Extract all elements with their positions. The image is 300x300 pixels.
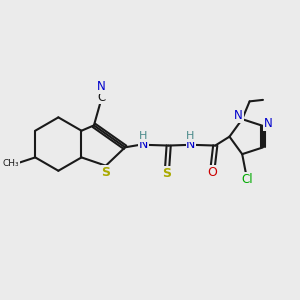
Text: S: S bbox=[162, 167, 171, 180]
Text: N: N bbox=[234, 109, 243, 122]
Text: O: O bbox=[207, 166, 217, 179]
Text: CH₃: CH₃ bbox=[3, 159, 19, 168]
Text: S: S bbox=[101, 166, 110, 179]
Text: H: H bbox=[139, 131, 147, 141]
Text: N: N bbox=[139, 138, 148, 151]
Text: Cl: Cl bbox=[242, 172, 253, 186]
Text: C: C bbox=[97, 91, 105, 104]
Text: N: N bbox=[186, 138, 196, 151]
Text: N: N bbox=[264, 117, 272, 130]
Text: H: H bbox=[186, 131, 194, 141]
Text: N: N bbox=[97, 80, 105, 93]
